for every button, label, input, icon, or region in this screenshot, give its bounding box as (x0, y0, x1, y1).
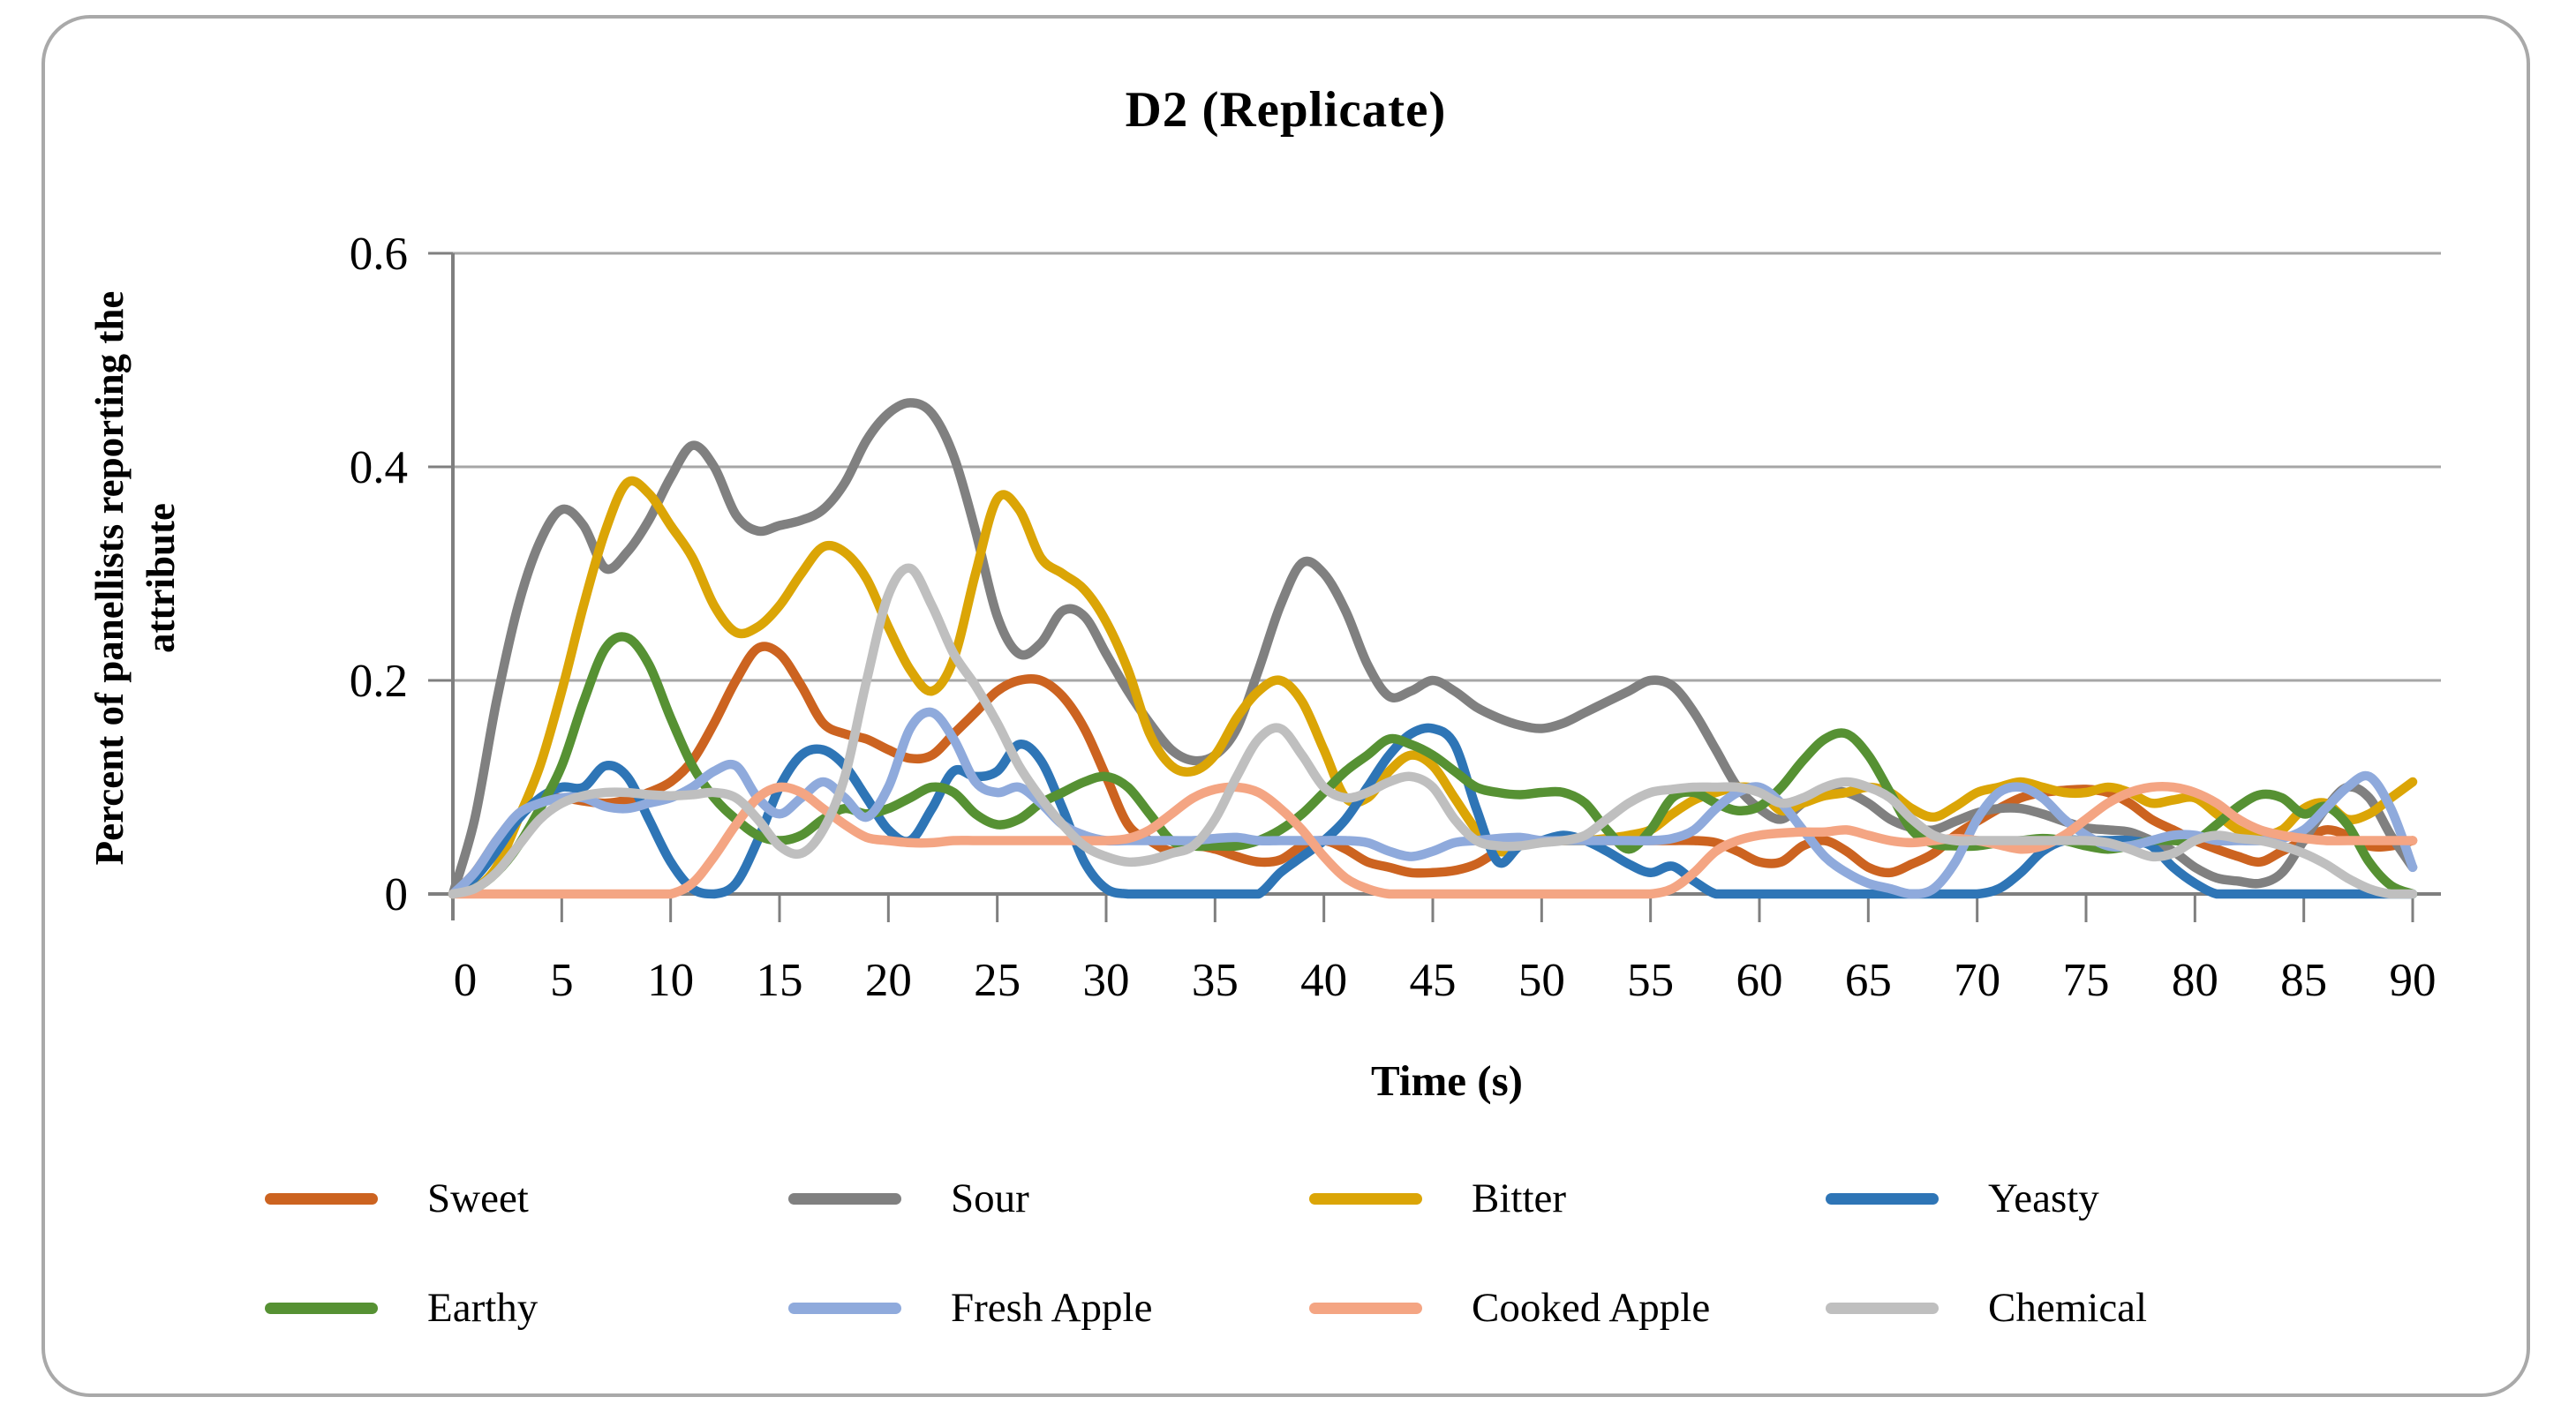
x-tick-label: 10 (647, 955, 694, 1006)
x-tick-label: 55 (1627, 955, 1674, 1006)
x-tick-label: 50 (1518, 955, 1565, 1006)
x-tick-label: 90 (2390, 955, 2437, 1006)
x-tick-label: 70 (1954, 955, 2000, 1006)
x-tick-label: 35 (1192, 955, 1239, 1006)
x-tick-label: 15 (757, 955, 803, 1006)
y-tick-label: 0.4 (350, 442, 408, 493)
series-line-sour (448, 398, 2418, 899)
x-tick-label: 20 (865, 955, 912, 1006)
x-tick-label: 40 (1300, 955, 1347, 1006)
x-tick-label: 75 (2063, 955, 2110, 1006)
x-tick-label: 45 (1410, 955, 1457, 1006)
figure-border (41, 15, 2530, 1397)
x-tick-label: 5 (550, 955, 574, 1006)
x-axis-title: Time (s) (1371, 1056, 1523, 1105)
x-tick-label: 65 (1845, 955, 1892, 1006)
x-tick-label: 80 (2172, 955, 2218, 1006)
series-line-cooked-apple (448, 782, 2418, 899)
x-tick-label: 25 (974, 955, 1021, 1006)
y-tick-label: 0 (385, 869, 409, 920)
series-line-bitter (448, 476, 2418, 899)
series-line-chemical (448, 563, 2418, 899)
y-tick-label: 0.6 (350, 229, 408, 280)
x-tick-label: 85 (2280, 955, 2327, 1006)
series-line-fresh-apple (448, 707, 2418, 899)
chart-title: D2 (Replicate) (1125, 82, 1447, 138)
y-tick-label: 0.2 (350, 656, 408, 707)
x-tick-label: 60 (1736, 955, 1783, 1006)
x-tick-label: 30 (1083, 955, 1130, 1006)
x-tick-label: 0 (454, 955, 478, 1006)
